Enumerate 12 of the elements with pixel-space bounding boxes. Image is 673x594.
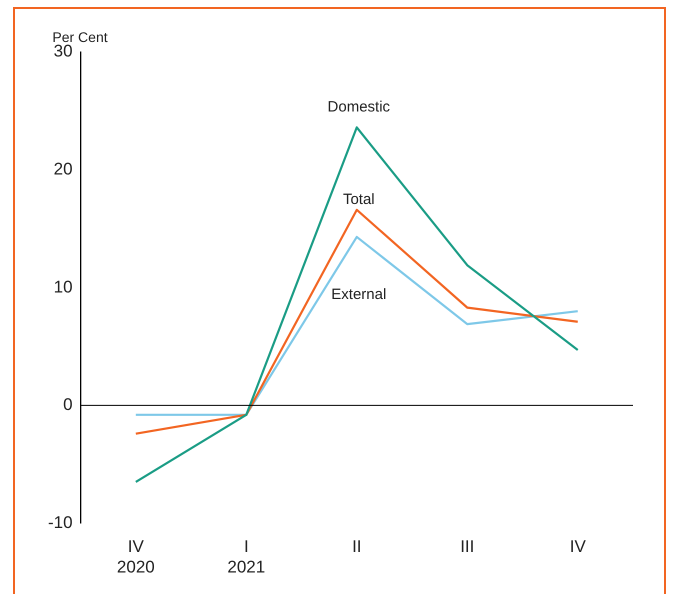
- x-tick-label: III: [460, 537, 474, 556]
- series-label: Domestic: [328, 98, 391, 116]
- x-tick-label: I 2021: [227, 537, 266, 576]
- series-label: Total: [342, 190, 375, 208]
- x-tick-label: II: [352, 537, 362, 556]
- x-tick-label: IV: [570, 537, 586, 556]
- x-tick-label: IV 2020: [116, 537, 155, 576]
- y-tick-label: 20: [54, 159, 73, 178]
- y-tick-label: 0: [63, 395, 73, 414]
- y-tick-label: -10: [48, 512, 73, 532]
- series-label: External: [331, 286, 386, 304]
- y-tick-label: 10: [54, 277, 73, 296]
